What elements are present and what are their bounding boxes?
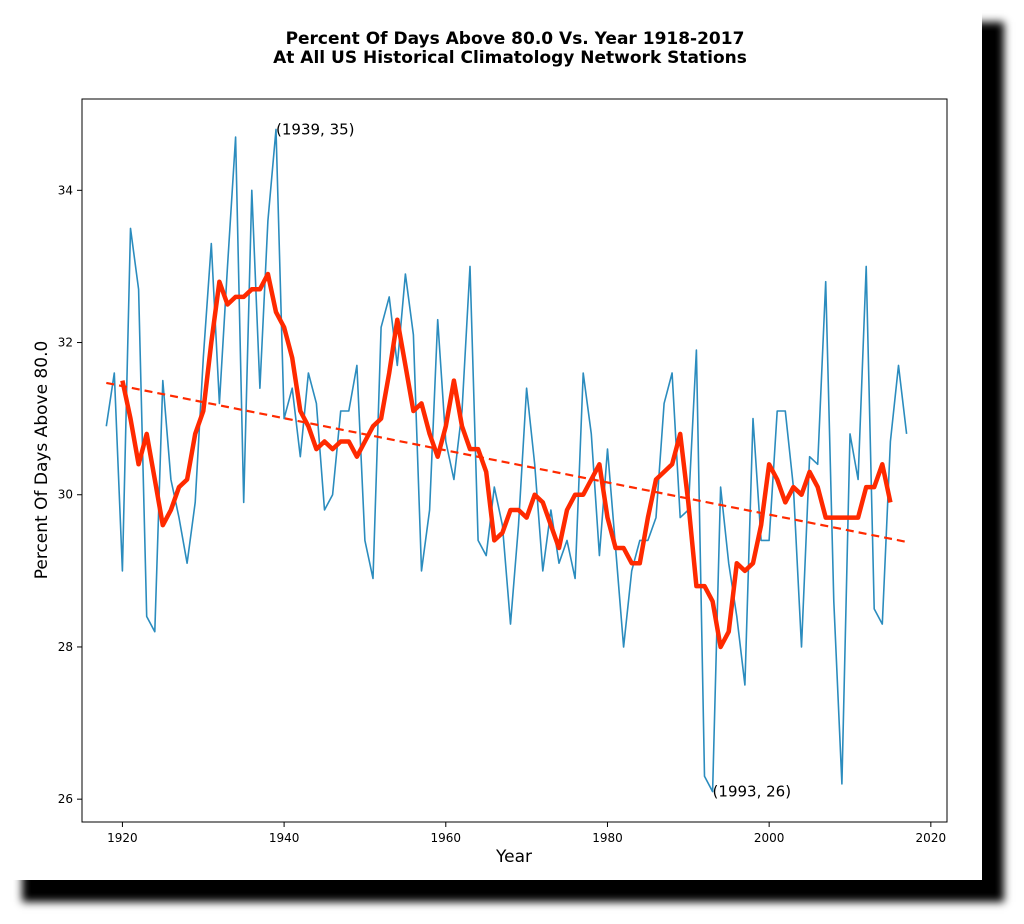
y-axis-label: Percent Of Days Above 80.0	[32, 341, 52, 580]
x-tick-label: 1920	[107, 831, 138, 845]
y-tick-label: 34	[58, 183, 73, 197]
plot-area	[81, 98, 948, 823]
y-tick-label: 26	[58, 792, 73, 806]
smoothed-series-line	[120, 271, 893, 650]
x-tick-label: 1980	[592, 831, 623, 845]
x-tick-label: 2020	[916, 831, 947, 845]
point-annotation: (1939, 35)	[276, 120, 355, 138]
x-axis-label: Year	[495, 847, 532, 867]
point-annotation: (1993, 26)	[713, 783, 792, 801]
chart-frame: Percent Of Days Above 80.0 Vs. Year 1918…	[32, 29, 948, 867]
y-axis-ticks: 26 28 30 32 34	[58, 183, 82, 806]
y-tick-label: 28	[58, 640, 73, 654]
series-layer	[105, 128, 908, 793]
chart-title-line2: At All US Historical Climatology Network…	[273, 48, 747, 68]
annotation-layer: (1939, 35) (1993, 26)	[276, 120, 791, 800]
x-tick-label: 1960	[431, 831, 462, 845]
x-tick-label: 1940	[269, 831, 300, 845]
x-tick-label: 2000	[754, 831, 785, 845]
chart-title-line1: Percent Of Days Above 80.0 Vs. Year 1918…	[286, 29, 745, 49]
line-chart: Percent Of Days Above 80.0 Vs. Year 1918…	[32, 29, 948, 867]
y-tick-label: 32	[58, 336, 73, 350]
x-axis-ticks: 1920 1940 1960 1980 2000 2020	[107, 822, 946, 845]
y-tick-label: 30	[58, 488, 73, 502]
trend-line	[106, 381, 907, 543]
